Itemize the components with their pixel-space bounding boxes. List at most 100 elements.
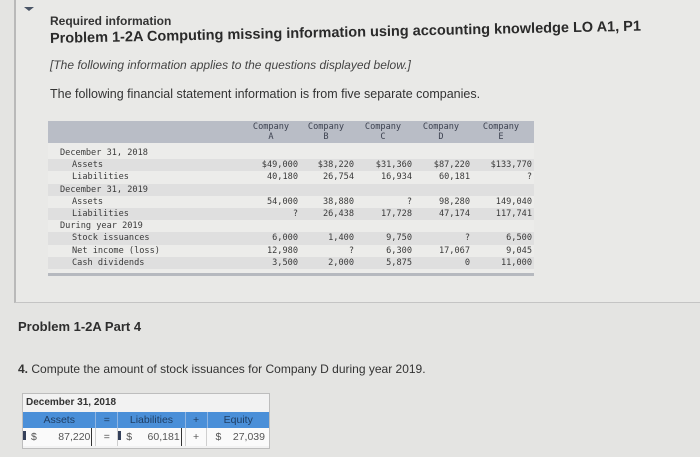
table-row: During year 2019: [48, 220, 534, 232]
cell: 5,875: [386, 257, 412, 268]
table-row: December 31, 2019: [48, 183, 534, 196]
row-label: Net income (loss): [72, 245, 160, 256]
part-title: Problem 1-2A Part 4: [18, 319, 142, 334]
cell: 6,000: [272, 233, 298, 244]
table-row: Liabilities 40,180 26,754 16,934 60,181 …: [48, 171, 534, 183]
row-label: Liabilities: [72, 172, 129, 183]
assets-input[interactable]: $ 87,220: [23, 428, 97, 446]
row-label: Cash dividends: [72, 257, 145, 268]
cell: $38,220: [317, 160, 354, 171]
column-header-company-c: Company C: [354, 122, 412, 142]
row-label: Liabilities: [72, 208, 129, 219]
cell: 3,500: [272, 257, 298, 268]
table-row: Net income (loss) 12,980 ? 6,300 17,067 …: [48, 245, 534, 257]
cell: 98,280: [438, 196, 470, 207]
equation-header-row: Assets = Liabilities + Equity: [23, 412, 269, 428]
column-header-company-b: Company B: [298, 122, 354, 142]
liabilities-header: Liabilities: [118, 412, 186, 428]
cell: $133,770: [490, 160, 532, 171]
cell: 2,000: [328, 257, 354, 268]
financial-info-table: Company A Company B Company C Company D Comp…: [48, 121, 534, 276]
equity-value: 27,039: [232, 431, 265, 443]
intro-text: The following financial statement inform…: [50, 87, 481, 101]
column-header-line2: B: [323, 132, 329, 142]
cell: 17,067: [438, 245, 470, 256]
column-header-line2: E: [498, 132, 504, 142]
cell: 26,438: [322, 208, 354, 219]
cell: $49,000: [261, 160, 298, 171]
table-row: Assets $49,000 $38,220 $31,360 $87,220 $…: [48, 159, 534, 172]
cell: 149,040: [495, 196, 532, 207]
input-flag-icon: [118, 431, 122, 440]
column-header-line1: Company: [252, 122, 290, 132]
cell: 6,500: [506, 233, 532, 244]
cell: ?: [464, 233, 470, 244]
equation-date-label: December 31, 2018: [26, 397, 117, 408]
equals-sign: =: [96, 428, 119, 446]
cell: 0: [464, 257, 470, 268]
equals-header: =: [96, 412, 119, 428]
assets-header: Assets: [23, 412, 97, 428]
cell: 47,174: [438, 208, 470, 219]
row-label: Stock issuances: [72, 233, 150, 244]
table-row: Stock issuances 6,000 1,400 9,750 ? 6,50…: [48, 232, 534, 245]
cell: $87,220: [433, 160, 470, 171]
cell: 54,000: [266, 196, 298, 207]
column-header-line2: C: [380, 132, 386, 142]
collapse-marker-icon[interactable]: [24, 7, 34, 11]
assets-value[interactable]: 87,220: [58, 428, 93, 446]
table-row: Assets 54,000 38,880 ? 98,280 149,040: [48, 196, 534, 208]
table-row: Cash dividends 3,500 2,000 5,875 0 11,00…: [48, 256, 534, 269]
currency-symbol: $: [215, 431, 222, 443]
row-label: December 31, 2019: [60, 184, 148, 195]
equity-output: $ 27,039: [207, 428, 269, 446]
cell: 9,045: [506, 245, 532, 256]
column-header-line1: Company: [482, 122, 520, 132]
table-header: Company A Company B Company C Company D Comp…: [48, 121, 534, 143]
column-header-line2: A: [268, 132, 274, 142]
required-info-label: Required information: [50, 14, 172, 28]
cell: 60,181: [438, 172, 470, 183]
currency-symbol: $: [31, 431, 37, 443]
question-text: 4. Compute the amount of stock issuances…: [18, 362, 426, 376]
cell: ?: [406, 196, 412, 207]
equation-input-row: $ 87,220 = $ 60,181 + $ 27,039: [23, 428, 269, 446]
cell: 38,880: [322, 196, 354, 207]
cell: 26,754: [322, 172, 354, 183]
plus-header: +: [186, 412, 208, 428]
cell: 117,741: [495, 208, 532, 219]
cell: 11,000: [500, 257, 532, 268]
column-header-company-a: Company A: [244, 122, 298, 142]
spacer: [48, 269, 534, 273]
cell: 9,750: [386, 233, 412, 244]
column-header-line1: Company: [422, 122, 460, 132]
liabilities-input[interactable]: $ 60,181: [118, 428, 186, 446]
cell: 40,180: [266, 172, 298, 183]
row-label: December 31, 2018: [60, 148, 148, 158]
row-label: Assets: [72, 196, 104, 207]
currency-symbol: $: [126, 431, 133, 443]
cell: ?: [348, 245, 354, 256]
column-header-line1: Company: [307, 122, 345, 132]
cell: 12,980: [266, 245, 298, 256]
cell: 17,728: [380, 208, 412, 219]
applies-note: [The following information applies to th…: [50, 58, 411, 72]
row-label: Assets: [72, 160, 104, 171]
row-label: During year 2019: [60, 221, 143, 232]
plus-sign: +: [186, 428, 208, 446]
question-number: 4.: [18, 362, 29, 376]
cell: $31,360: [375, 160, 412, 171]
column-header-company-d: Company D: [412, 122, 470, 142]
equity-header: Equity: [223, 414, 253, 426]
cell: 1,400: [328, 233, 354, 244]
table-row: December 31, 2018: [48, 147, 534, 159]
column-header-line1: Company: [364, 122, 402, 132]
accounting-equation-box: December 31, 2018 Assets = Liabilities +…: [22, 393, 270, 449]
cell: 6,300: [386, 245, 412, 256]
cell: ?: [526, 172, 532, 183]
table-row: Liabilities ? 26,438 17,728 47,174 117,7…: [48, 207, 534, 221]
cell: ?: [292, 208, 298, 219]
liabilities-value[interactable]: 60,181: [148, 428, 182, 446]
question-body: Compute the amount of stock issuances fo…: [31, 362, 426, 376]
cell: 16,934: [380, 172, 412, 183]
